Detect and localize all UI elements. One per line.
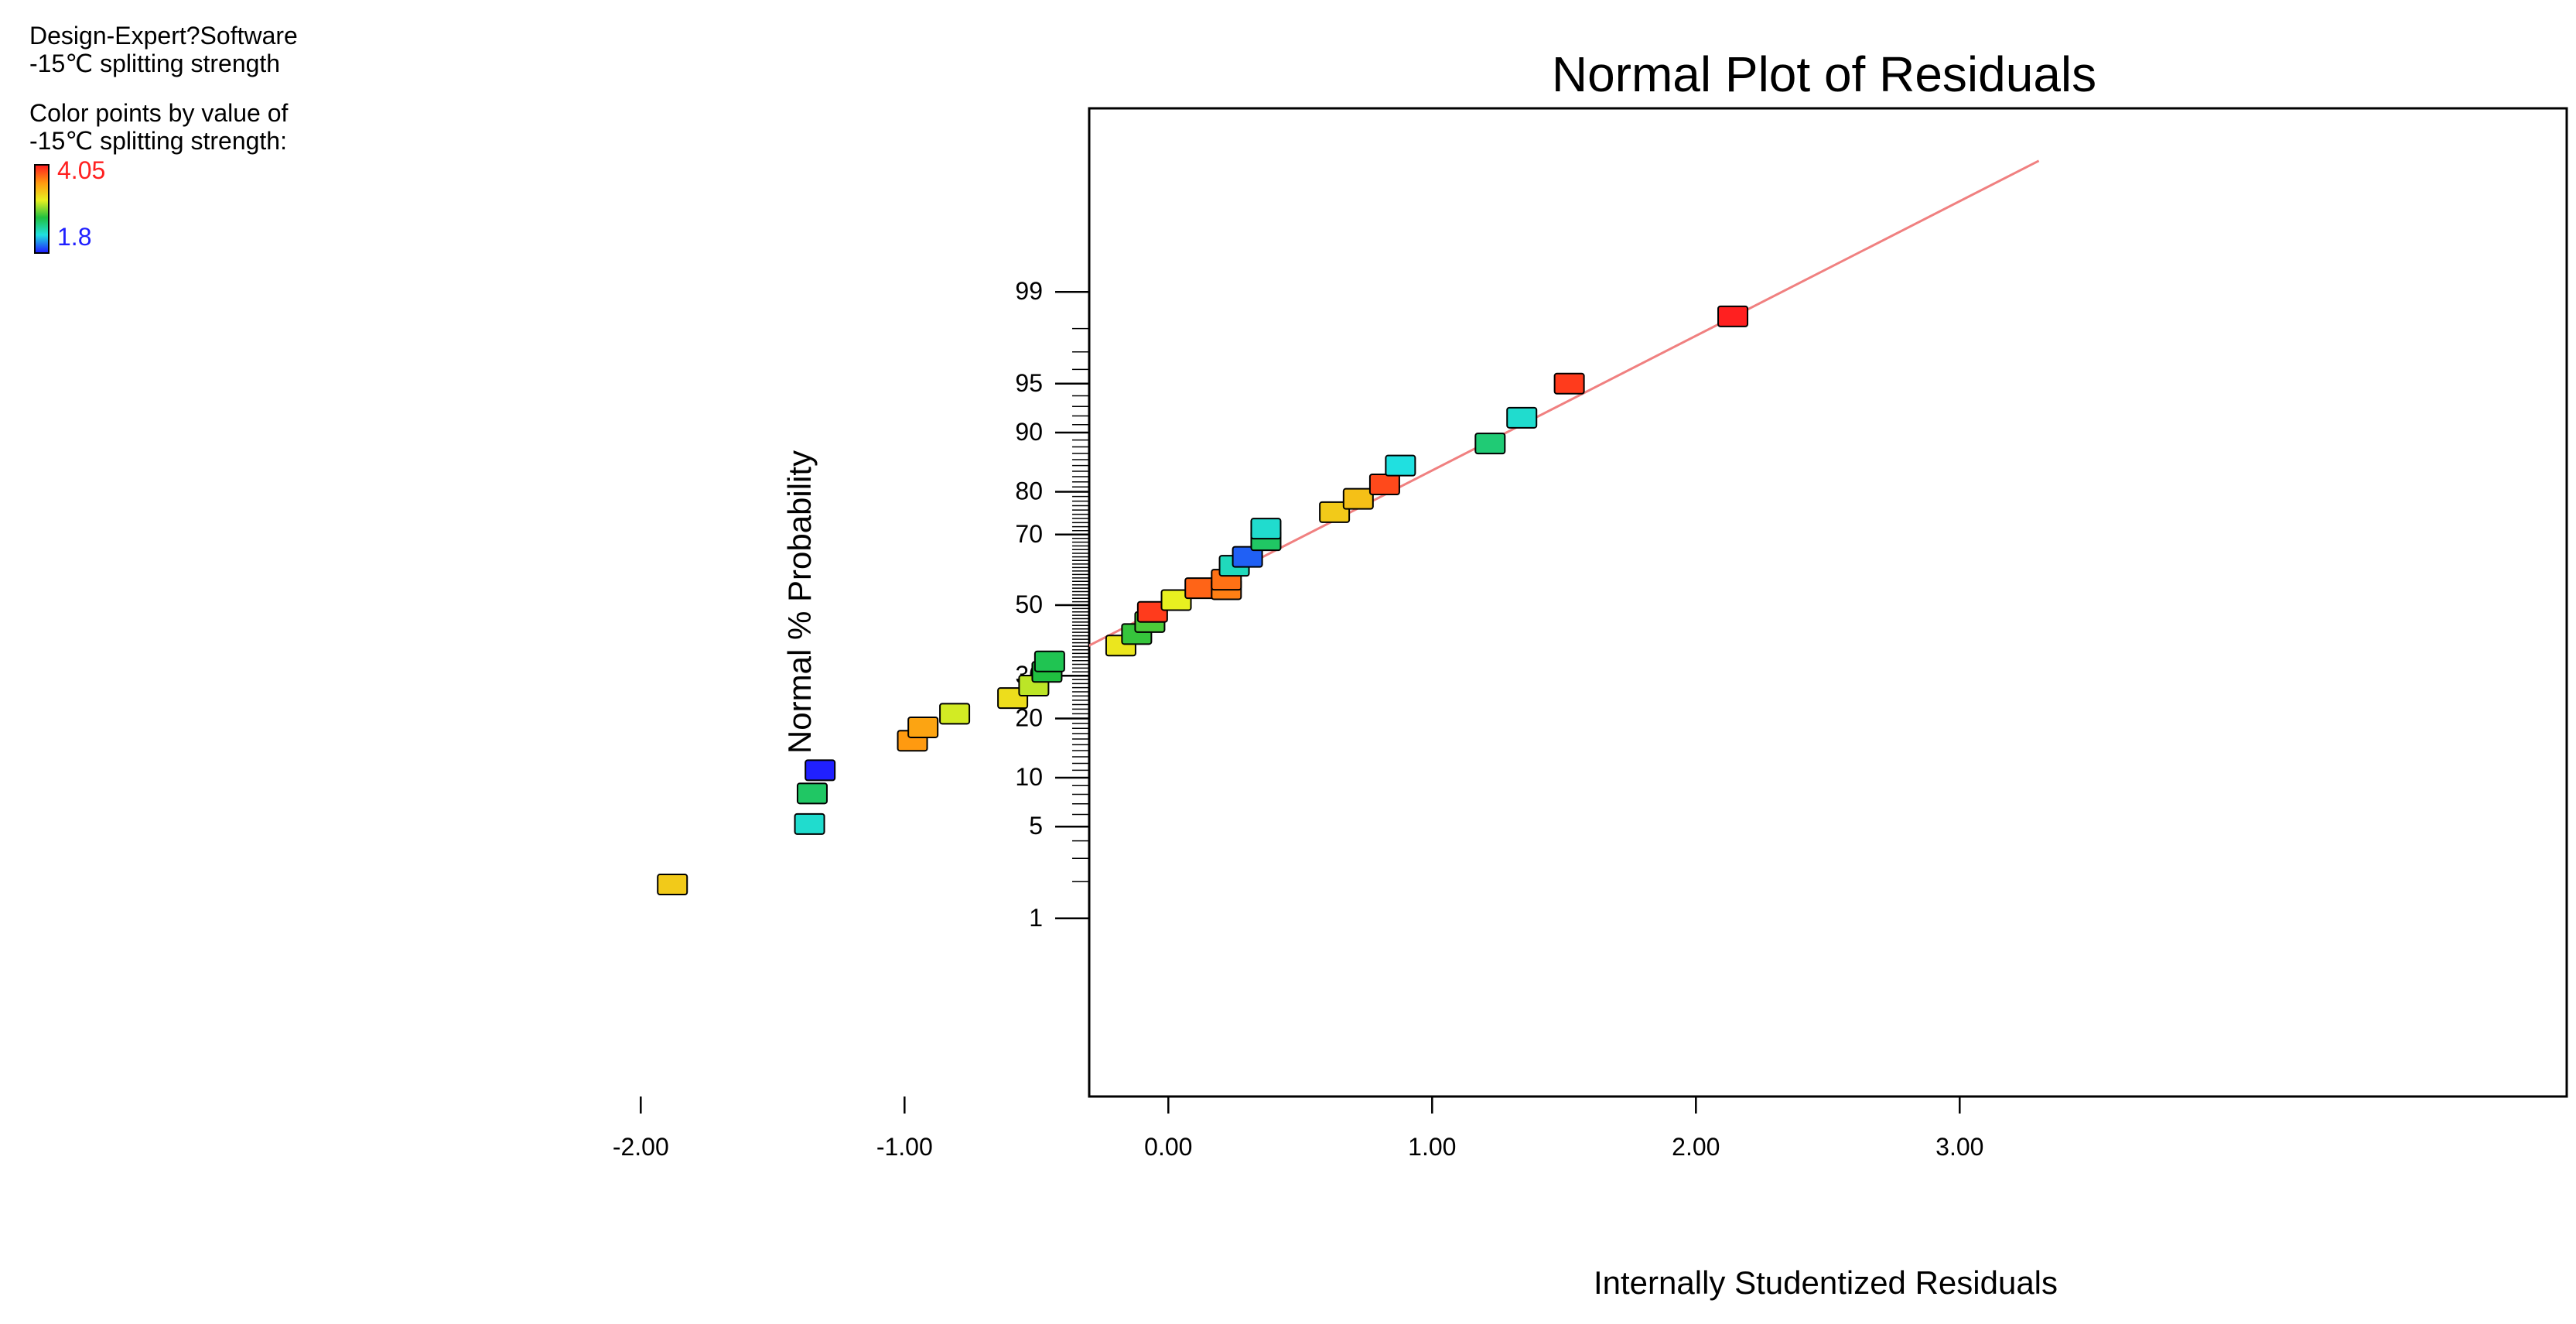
y-tick-label: 1	[1029, 904, 1043, 932]
y-tick-label: 70	[1015, 520, 1043, 548]
x-tick-label: -2.00	[613, 1133, 669, 1161]
data-point	[657, 874, 688, 896]
software-label: Design-Expert?Software	[29, 22, 298, 50]
x-axis-label: Internally Studentized Residuals	[1594, 1264, 2058, 1301]
response-label: -15℃ splitting strength	[29, 50, 281, 77]
plot-frame	[1088, 107, 2568, 1098]
data-point	[1474, 433, 1506, 455]
data-point	[939, 703, 971, 725]
data-point	[1232, 546, 1263, 568]
data-point	[1342, 488, 1374, 510]
data-point	[1553, 372, 1585, 395]
chart-title: Normal Plot of Residuals	[1552, 46, 2096, 102]
data-point	[1506, 406, 1538, 429]
data-point	[796, 782, 828, 805]
data-point	[1250, 518, 1282, 540]
x-tick-label: 3.00	[1935, 1133, 1983, 1161]
colorbar-high-label: 4.05	[57, 156, 106, 184]
colorbar-gradient	[34, 164, 50, 254]
data-point	[1136, 600, 1168, 623]
data-point	[1184, 577, 1216, 600]
y-axis-label: Normal % Probability	[781, 450, 818, 754]
y-tick-label: 50	[1015, 590, 1043, 618]
y-tick-label: 80	[1015, 477, 1043, 505]
x-tick-label: 0.00	[1144, 1133, 1192, 1161]
data-point	[1319, 501, 1351, 523]
reference-line	[1089, 159, 2040, 647]
data-point	[907, 716, 939, 738]
x-tick-label: -1.00	[876, 1133, 933, 1161]
x-tick-label: 1.00	[1408, 1133, 1456, 1161]
y-tick-label: 90	[1015, 418, 1043, 446]
y-tick-label: 10	[1015, 763, 1043, 791]
y-tick-label: 5	[1029, 812, 1043, 840]
data-point	[1717, 305, 1749, 327]
data-point	[1033, 650, 1065, 672]
colorbar-low-label: 1.8	[57, 223, 92, 251]
y-tick-label: 99	[1015, 277, 1043, 305]
data-point	[1368, 474, 1400, 496]
data-point	[1160, 589, 1192, 611]
x-tick-label: 2.00	[1672, 1133, 1720, 1161]
data-point	[794, 813, 825, 835]
data-point	[1385, 454, 1416, 477]
color-caption: Color points by value of	[29, 99, 289, 127]
colorbar-legend: 4.05 1.8	[29, 156, 432, 257]
data-point	[805, 759, 836, 782]
y-tick-label: 95	[1015, 369, 1043, 397]
legend-panel: Design-Expert?Software -15℃ splitting st…	[29, 22, 432, 257]
color-response-label: -15℃ splitting strength:	[29, 127, 287, 155]
